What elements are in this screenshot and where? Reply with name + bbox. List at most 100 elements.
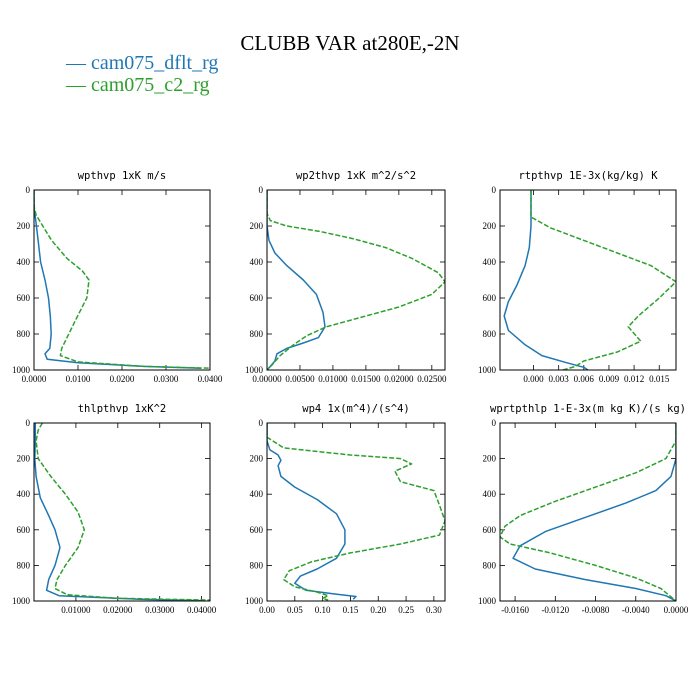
panel-title: rtpthvp 1E-3x(kg/kg) K bbox=[518, 170, 658, 182]
y-tick-label: 200 bbox=[250, 454, 264, 464]
series-line-c2 bbox=[35, 423, 210, 601]
x-tick-label: 0.009 bbox=[599, 374, 620, 384]
y-tick-label: 0 bbox=[492, 418, 497, 428]
plot-frame bbox=[266, 422, 446, 602]
y-tick-label: 600 bbox=[17, 293, 31, 303]
chart-panel-2: wp2thvp 1xK m^2/s^2020040060080010000.00… bbox=[245, 170, 447, 384]
x-tick-label: 0.01500 bbox=[351, 374, 381, 384]
y-tick-label: 1000 bbox=[245, 365, 264, 375]
x-tick-label: -0.0080 bbox=[582, 605, 610, 615]
x-tick-label: 0.02500 bbox=[417, 374, 447, 384]
x-tick-label: 0.10 bbox=[315, 605, 331, 615]
plot-frame bbox=[266, 189, 446, 371]
x-tick-label: 0.02000 bbox=[103, 605, 133, 615]
panel-title: wpthvp 1xK m/s bbox=[78, 170, 167, 182]
y-tick-label: 0 bbox=[259, 185, 264, 195]
y-tick-label: 600 bbox=[483, 293, 497, 303]
x-tick-label: -0.0160 bbox=[501, 605, 529, 615]
x-tick-label: 0.04000 bbox=[187, 605, 217, 615]
y-tick-label: 0 bbox=[492, 185, 497, 195]
y-tick-label: 400 bbox=[17, 489, 31, 499]
x-tick-label: 0.015 bbox=[649, 374, 670, 384]
y-tick-label: 400 bbox=[483, 489, 497, 499]
x-tick-label: 0.0000 bbox=[664, 605, 689, 615]
series-line-dflt bbox=[267, 423, 357, 600]
x-tick-label: 0.03000 bbox=[145, 605, 175, 615]
x-tick-label: 0.0300 bbox=[154, 374, 179, 384]
y-tick-label: 800 bbox=[250, 560, 264, 570]
y-tick-label: 1000 bbox=[12, 596, 31, 606]
y-tick-label: 1000 bbox=[478, 596, 497, 606]
y-tick-label: 1000 bbox=[12, 365, 31, 375]
x-tick-label: 0.25 bbox=[398, 605, 414, 615]
x-tick-label: 0.0000 bbox=[22, 374, 47, 384]
x-tick-label: 0.000 bbox=[523, 374, 544, 384]
x-tick-label: 0.00 bbox=[259, 605, 275, 615]
series-line-dflt bbox=[512, 423, 676, 601]
plot-frame bbox=[33, 189, 211, 371]
y-tick-label: 200 bbox=[483, 454, 497, 464]
x-tick-label: 0.01000 bbox=[61, 605, 91, 615]
x-tick-label: 0.30 bbox=[426, 605, 442, 615]
y-tick-label: 800 bbox=[483, 329, 497, 339]
series-line-c2 bbox=[267, 190, 445, 370]
series-line-c2 bbox=[530, 190, 676, 370]
x-tick-label: 0.20 bbox=[370, 605, 386, 615]
y-tick-label: 800 bbox=[483, 560, 497, 570]
plot-frame bbox=[33, 422, 211, 602]
y-tick-label: 200 bbox=[483, 221, 497, 231]
y-tick-label: 400 bbox=[17, 257, 31, 267]
series-line-c2 bbox=[267, 423, 445, 601]
y-tick-label: 1000 bbox=[478, 365, 497, 375]
y-tick-label: 800 bbox=[17, 560, 31, 570]
x-tick-label: 0.02000 bbox=[384, 374, 414, 384]
legend-entry-dflt: — cam075_dflt_rg bbox=[65, 52, 218, 74]
x-tick-label: 0.003 bbox=[549, 374, 570, 384]
panel-title: wp2thvp 1xK m^2/s^2 bbox=[296, 170, 416, 182]
chart-panel-4: thlpthvp 1xK^2 0 200 400 600 800 1000 0.01000 0.… bbox=[12, 403, 217, 615]
x-tick-label: 0.05 bbox=[287, 605, 303, 615]
series-line-c2 bbox=[34, 190, 210, 369]
y-tick-label: 600 bbox=[250, 293, 264, 303]
y-tick-label: 600 bbox=[17, 525, 31, 535]
y-tick-label: 400 bbox=[250, 257, 264, 267]
legend-entry-c2: — cam075_c2_rg bbox=[65, 74, 210, 96]
x-tick-label: -0.0040 bbox=[622, 605, 650, 615]
series-line-c2 bbox=[500, 423, 676, 601]
series-line-dflt bbox=[34, 190, 202, 369]
x-tick-label: 0.15 bbox=[343, 605, 359, 615]
y-tick-label: 200 bbox=[17, 454, 31, 464]
y-tick-label: 400 bbox=[483, 257, 497, 267]
y-tick-label: 0 bbox=[26, 418, 31, 428]
y-tick-label: 800 bbox=[250, 329, 264, 339]
chart-panel-3: rtpthvp 1E-3x(kg/kg) K 0 200 400 600 800 1000 0… bbox=[478, 170, 677, 384]
y-tick-label: 600 bbox=[483, 525, 497, 535]
y-tick-label: 200 bbox=[17, 221, 31, 231]
chart-panel-6: wprtpthlp 1-E-3x(m kg K)/(s kg) 0 200 400 60… bbox=[478, 403, 689, 615]
series-line-dflt bbox=[34, 423, 202, 601]
x-tick-label: 0.00500 bbox=[285, 374, 315, 384]
x-tick-label: 0.0100 bbox=[66, 374, 91, 384]
x-tick-label: 0.00000 bbox=[252, 374, 282, 384]
plot-frame bbox=[499, 422, 677, 602]
panel-title: wprtpthlp 1-E-3x(m kg K)/(s kg) bbox=[490, 403, 686, 415]
y-tick-label: 800 bbox=[17, 329, 31, 339]
series-line-dflt bbox=[503, 190, 589, 370]
y-tick-label: 400 bbox=[250, 489, 264, 499]
y-tick-label: 600 bbox=[250, 525, 264, 535]
y-tick-label: 200 bbox=[250, 221, 264, 231]
x-tick-label: 0.012 bbox=[624, 374, 644, 384]
x-tick-label: 0.0400 bbox=[198, 374, 223, 384]
x-tick-label: 0.01000 bbox=[318, 374, 348, 384]
y-tick-label: 0 bbox=[259, 418, 264, 428]
plot-frame bbox=[499, 189, 677, 371]
x-tick-label: 0.006 bbox=[574, 374, 595, 384]
y-tick-label: 1000 bbox=[245, 596, 264, 606]
panel-title: wp4 1x(m^4)/(s^4) bbox=[302, 403, 409, 415]
x-tick-label: 0.0200 bbox=[110, 374, 135, 384]
panel-title: thlpthvp 1xK^2 bbox=[78, 403, 167, 415]
